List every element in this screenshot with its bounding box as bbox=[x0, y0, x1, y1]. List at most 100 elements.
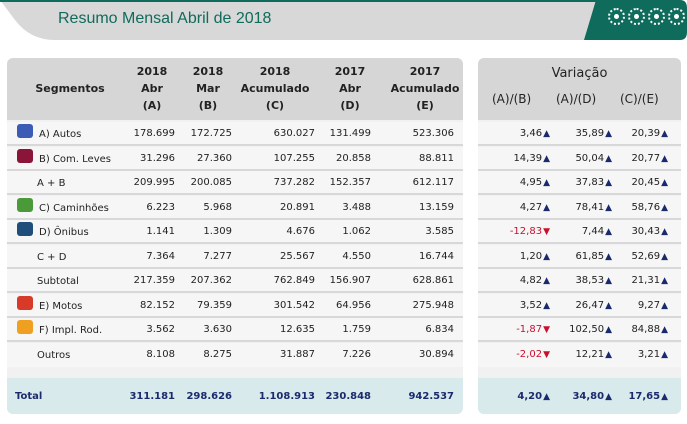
variation-cell: 20,39▲ bbox=[631, 128, 668, 139]
variation-value: 12,21 bbox=[575, 348, 605, 360]
table-row: E) Motos 82.152 79.359 301.542 64.956 275.948 bbox=[7, 293, 463, 318]
arrow-up-icon: ▲ bbox=[543, 202, 550, 213]
variation-total-row: 4,20▲ 34,80▲ 17,65▲ bbox=[478, 378, 681, 414]
segment-label: Outros bbox=[37, 349, 71, 361]
arrow-up-icon: ▲ bbox=[605, 178, 612, 188]
table-header: Segmentos 2018 Abr (A) 2018 Mar (B) 2018 Acumula… bbox=[7, 58, 463, 120]
variation-value: 102,50 bbox=[569, 324, 605, 335]
header-line: (B) bbox=[198, 99, 218, 112]
value-cell: 301.542 bbox=[273, 299, 315, 311]
header-line: 2017 bbox=[409, 65, 441, 78]
value-cell: 8.108 bbox=[146, 348, 175, 360]
variation-value: 9,27 bbox=[637, 299, 661, 311]
segment-label: E) Motos bbox=[39, 300, 83, 312]
segment-label: B) Com. Leves bbox=[39, 153, 111, 165]
column-header: Segmentos bbox=[25, 80, 115, 97]
arrow-up-icon: ▲ bbox=[605, 276, 612, 286]
table-row: F) Impl. Rod. 3.562 3.630 12.635 1.759 6.834 bbox=[7, 318, 463, 342]
table-row: Subtotal 217.359 207.362 762.849 156.907 628.… bbox=[7, 269, 463, 293]
value-cell: 88.811 bbox=[419, 152, 454, 164]
value-cell: 1.141 bbox=[146, 226, 175, 237]
variation-cell: 3,21▲ bbox=[638, 349, 668, 360]
arrow-down-icon: ▼ bbox=[543, 227, 550, 237]
variation-value: 7,44 bbox=[581, 226, 605, 237]
header-line: (A) bbox=[142, 99, 162, 112]
variation-cell: 35,89▲ bbox=[575, 128, 612, 139]
header-line: 2018 bbox=[192, 65, 224, 78]
variation-value: 3,46 bbox=[519, 128, 543, 139]
column-header: 2018 Mar (B) bbox=[163, 63, 253, 114]
value-cell: 630.027 bbox=[273, 128, 315, 139]
segment-label: Subtotal bbox=[37, 276, 79, 287]
variation-value: 4,82 bbox=[519, 275, 543, 286]
variation-row: 14,39▲ 50,04▲ 20,77▲ bbox=[478, 146, 681, 171]
value-cell: 25.567 bbox=[280, 250, 315, 262]
variation-cell: 78,41▲ bbox=[575, 202, 612, 213]
arrow-up-icon: ▲ bbox=[543, 392, 550, 402]
variation-value: -2,02 bbox=[516, 348, 543, 360]
variation-value: 14,39 bbox=[513, 152, 543, 164]
arrow-up-icon: ▲ bbox=[661, 276, 668, 286]
value-cell: 64.956 bbox=[336, 299, 371, 311]
variation-value: 4,20 bbox=[517, 391, 543, 402]
variation-value: 4,27 bbox=[519, 201, 543, 213]
value-cell: 7.277 bbox=[203, 250, 232, 262]
value-cell: 79.359 bbox=[197, 299, 232, 311]
variation-cell: 4,27▲ bbox=[520, 202, 550, 213]
arrow-down-icon: ▼ bbox=[543, 349, 550, 360]
table-row: A + B 209.995 200.085 737.282 152.357 612.117 bbox=[7, 171, 463, 195]
header-line: 2017 bbox=[334, 65, 366, 78]
variation-row: 3,46▲ 35,89▲ 20,39▲ bbox=[478, 122, 681, 146]
value-cell: 523.306 bbox=[412, 128, 454, 139]
variation-value: 21,31 bbox=[631, 275, 661, 286]
arrow-up-icon: ▲ bbox=[605, 202, 612, 213]
arrow-down-icon: ▼ bbox=[543, 325, 550, 335]
motorcycle-icon bbox=[17, 295, 33, 310]
value-cell: 156.907 bbox=[329, 275, 371, 286]
segment-label: C) Caminhões bbox=[39, 202, 109, 214]
column-header: 2018 Acumulado (C) bbox=[230, 63, 320, 114]
value-cell: 4.676 bbox=[286, 226, 315, 237]
variation-cell: 20,77▲ bbox=[631, 153, 668, 164]
arrow-up-icon: ▲ bbox=[661, 129, 668, 139]
variation-cell: 37,83▲ bbox=[575, 177, 612, 188]
total-value: 311.181 bbox=[129, 391, 175, 402]
variation-row: 4,27▲ 78,41▲ 58,76▲ bbox=[478, 195, 681, 220]
value-cell: 8.275 bbox=[203, 348, 232, 360]
header-line: Mar bbox=[196, 82, 220, 95]
value-cell: 6.834 bbox=[425, 324, 454, 335]
arrow-up-icon: ▲ bbox=[543, 251, 550, 262]
arrow-up-icon: ▲ bbox=[543, 178, 550, 188]
value-cell: 31.887 bbox=[280, 348, 315, 360]
value-cell: 628.861 bbox=[412, 275, 454, 286]
total-variation: 4,20▲ bbox=[517, 391, 550, 402]
variation-cell: 30,43▲ bbox=[631, 226, 668, 237]
variation-value: 26,47 bbox=[575, 299, 605, 311]
value-cell: 12.635 bbox=[280, 324, 315, 335]
value-cell: 762.849 bbox=[273, 275, 315, 286]
header-line: 2018 bbox=[259, 65, 291, 78]
segments-table: Segmentos 2018 Abr (A) 2018 Mar (B) 2018 Acumula… bbox=[7, 58, 463, 414]
variation-cell: 1,20▲ bbox=[520, 251, 550, 262]
variation-cell: 3,46▲ bbox=[520, 128, 550, 139]
total-value: 298.626 bbox=[186, 391, 232, 402]
table-row: A) Autos 178.699 172.725 630.027 131.499 523.… bbox=[7, 122, 463, 146]
wheel-icon bbox=[608, 8, 625, 25]
variation-row: -1,87▼ 102,50▲ 84,88▲ bbox=[478, 318, 681, 342]
value-cell: 217.359 bbox=[133, 275, 175, 286]
value-cell: 178.699 bbox=[133, 128, 175, 139]
value-cell: 82.152 bbox=[140, 299, 175, 311]
total-value: 230.848 bbox=[325, 391, 371, 402]
segment-label: C + D bbox=[37, 251, 67, 263]
table-row: B) Com. Leves 31.296 27.360 107.255 20.858 88… bbox=[7, 146, 463, 171]
variation-cell: 52,69▲ bbox=[631, 251, 668, 262]
value-cell: 3.585 bbox=[425, 226, 454, 237]
variation-row: 4,95▲ 37,83▲ 20,45▲ bbox=[478, 171, 681, 195]
variation-cell: 58,76▲ bbox=[631, 202, 668, 213]
segment-label: A) Autos bbox=[39, 129, 82, 140]
value-cell: 20.891 bbox=[280, 201, 315, 213]
value-cell: 737.282 bbox=[273, 177, 315, 188]
variation-value: 50,04 bbox=[575, 152, 605, 164]
wheel-icon bbox=[668, 8, 685, 25]
segment-label: A + B bbox=[37, 178, 66, 189]
